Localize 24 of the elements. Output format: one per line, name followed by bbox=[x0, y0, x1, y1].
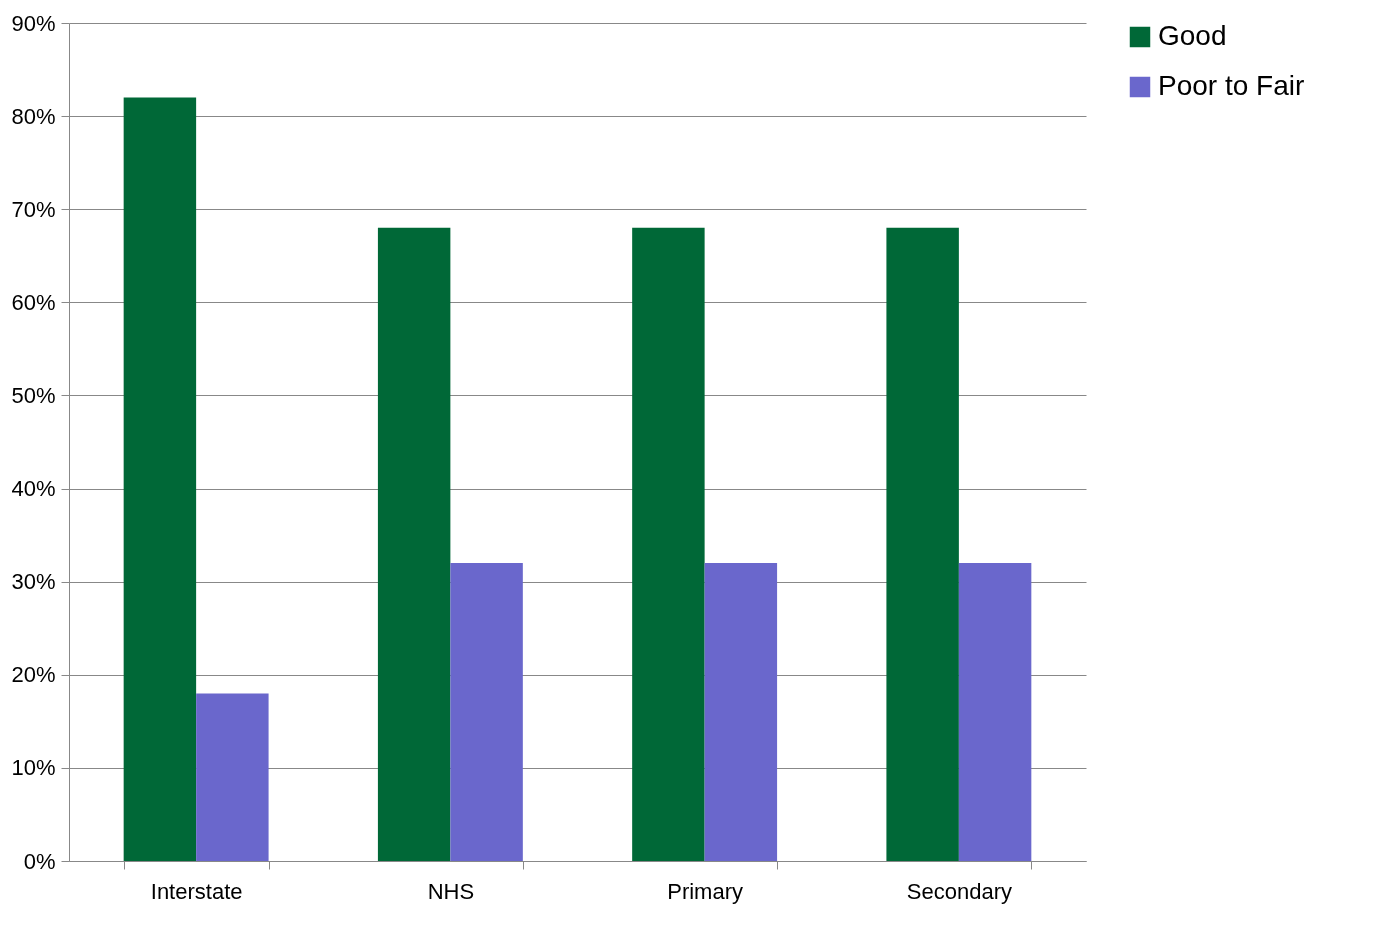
y-tick-label: 80% bbox=[11, 103, 56, 129]
y-tick-label: 60% bbox=[11, 289, 56, 315]
bar bbox=[377, 227, 451, 861]
bar bbox=[450, 563, 523, 861]
y-tick-label: 30% bbox=[11, 569, 56, 595]
bar bbox=[886, 227, 959, 861]
y-tick-label: 20% bbox=[11, 662, 56, 688]
y-tick-label: 50% bbox=[11, 382, 56, 408]
y-tick-label: 0% bbox=[23, 848, 56, 874]
bar bbox=[704, 563, 778, 861]
x-tick-label: Secondary bbox=[906, 878, 1012, 904]
bar bbox=[196, 693, 269, 861]
bar bbox=[958, 563, 1032, 861]
bar bbox=[123, 97, 197, 861]
x-tick-label: Interstate bbox=[150, 878, 243, 904]
y-tick-label: 40% bbox=[11, 476, 56, 502]
y-tick-label: 90% bbox=[11, 10, 56, 36]
y-tick-label: 10% bbox=[11, 755, 56, 781]
x-tick-label: Primary bbox=[667, 878, 744, 904]
y-tick-label: 70% bbox=[11, 196, 56, 222]
legend-label: Poor to Fair bbox=[1158, 70, 1305, 101]
bar bbox=[632, 227, 705, 861]
legend-label: Good bbox=[1158, 20, 1227, 51]
x-tick-label: NHS bbox=[427, 878, 475, 904]
